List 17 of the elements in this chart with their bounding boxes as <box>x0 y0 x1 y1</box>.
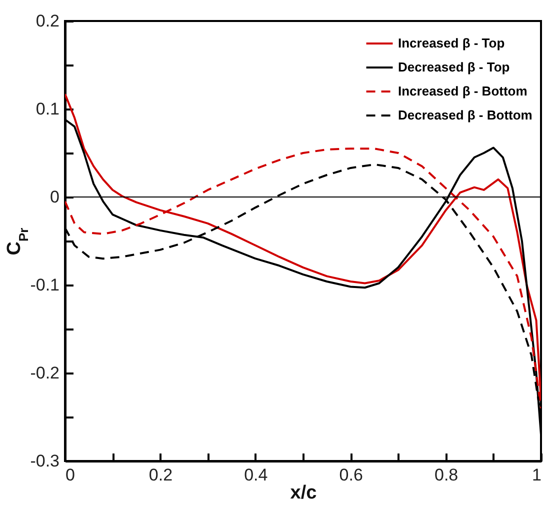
x-tick-label: 1 <box>532 466 542 484</box>
x-tick-label: 0.4 <box>244 466 268 484</box>
legend-label: Increased β - Top <box>398 36 505 50</box>
y-tick-label: 0.2 <box>36 12 60 30</box>
legend-label: Decreased β - Bottom <box>398 108 532 122</box>
x-tick-label: 0 <box>66 466 75 484</box>
y-tick-label: -0.1 <box>30 276 60 294</box>
y-tick-label: -0.3 <box>30 452 60 470</box>
x-axis-title: x/c <box>290 482 318 504</box>
legend-label: Decreased β - Top <box>398 60 510 74</box>
x-tick-label: 0.2 <box>148 466 173 484</box>
y-tick-label: -0.2 <box>30 364 60 382</box>
x-tick-label: 0.8 <box>434 466 458 484</box>
x-tick-label: 0.6 <box>339 466 363 484</box>
y-tick-label: 0 <box>50 188 60 206</box>
legend-label: Increased β - Bottom <box>398 84 528 98</box>
y-tick-label: 0.1 <box>36 100 60 118</box>
